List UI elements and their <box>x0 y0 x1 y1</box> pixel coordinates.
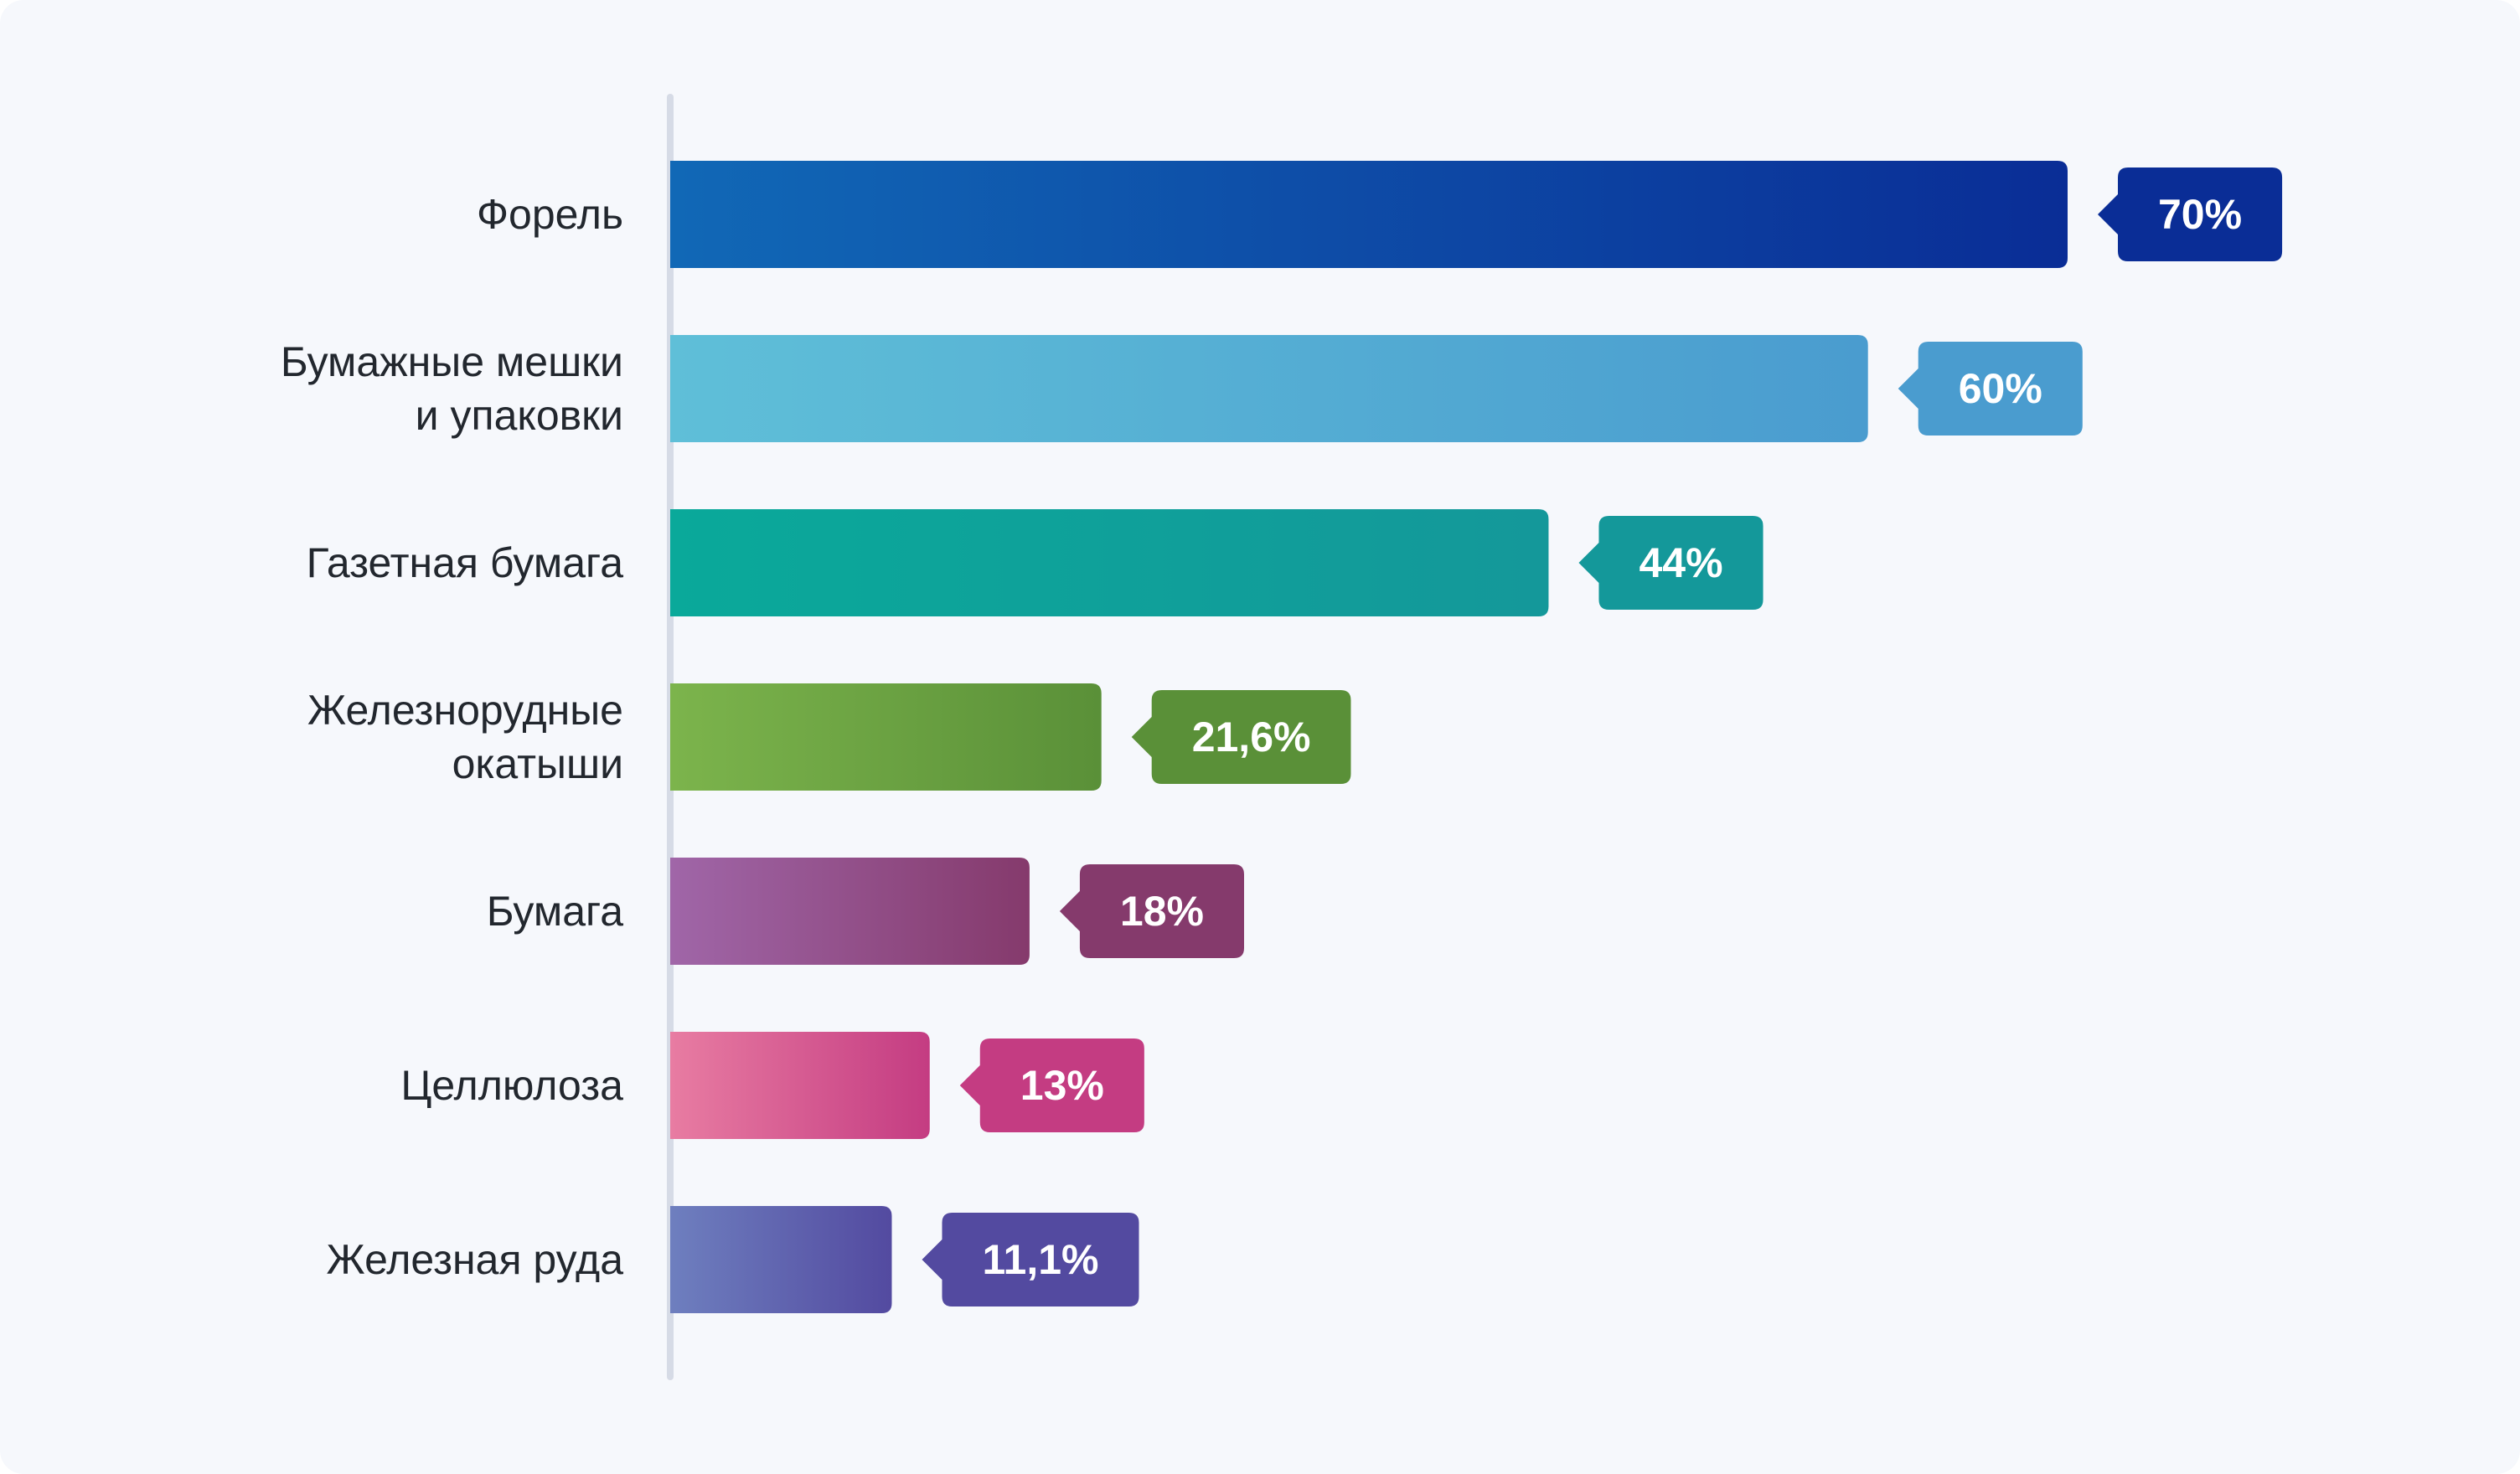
bar <box>670 509 1549 616</box>
bar <box>670 161 2068 268</box>
bar <box>670 858 1030 965</box>
value-tag <box>2098 168 2283 261</box>
bar <box>670 1206 892 1313</box>
category-label: Целлюлоза <box>400 1062 623 1109</box>
bar <box>670 1032 930 1139</box>
value-label: 11,1% <box>982 1236 1098 1283</box>
category-label: Бумага <box>487 888 623 935</box>
value-tag <box>1131 690 1351 784</box>
value-labels-group: 70% 60% 44% 21,6% 18% 13% 11,1% <box>922 168 2283 1306</box>
value-label: 70% <box>2158 191 2242 238</box>
value-label: 13% <box>1020 1062 1104 1109</box>
category-labels-group: Форель Бумажные мешки и упаковки Газетная б… <box>281 191 623 1283</box>
category-label: Бумажные мешки и упаковки <box>281 338 623 439</box>
value-tag <box>1898 342 2083 436</box>
value-label: 60% <box>1959 365 2042 412</box>
value-label: 18% <box>1120 888 1204 935</box>
category-label: Железная руда <box>327 1236 624 1283</box>
bar <box>670 683 1102 791</box>
bar <box>670 335 1868 442</box>
category-label: Железнорудные окатыши <box>307 687 623 787</box>
category-label: Газетная бумага <box>307 539 624 586</box>
value-tag <box>959 1038 1144 1132</box>
value-label: 21,6% <box>1192 714 1311 760</box>
value-tag <box>922 1213 1139 1306</box>
bars-group <box>670 161 2068 1313</box>
value-tag <box>1578 516 1763 610</box>
category-label: Форель <box>477 191 623 238</box>
value-label: 44% <box>1639 539 1722 586</box>
value-tag <box>1059 864 1244 958</box>
